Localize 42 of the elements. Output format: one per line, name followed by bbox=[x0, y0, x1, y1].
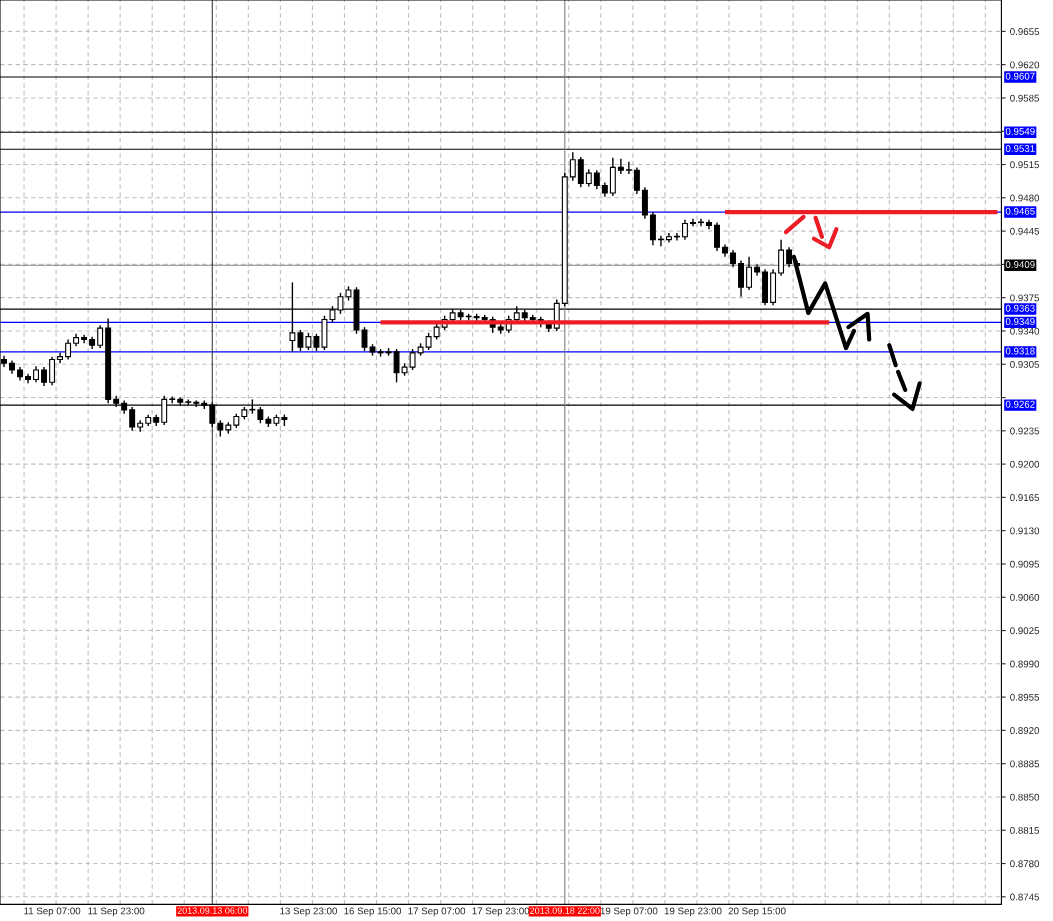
y-tick-label: 0.9165 bbox=[1010, 494, 1040, 501]
y-tick-label: 0.8850 bbox=[1010, 793, 1040, 801]
y-tick-label: 0.9025 bbox=[1010, 627, 1040, 635]
y-tick-label: 0.8815 bbox=[1010, 826, 1040, 834]
y-tick-label: 0.8955 bbox=[1010, 693, 1040, 701]
x-tick-label: 17 Sep 07:00 bbox=[408, 907, 466, 917]
ref-line-label: 0.9549 bbox=[1005, 127, 1035, 135]
y-tick-label: 0.9445 bbox=[1010, 227, 1040, 235]
y-tick-label: 0.9340 bbox=[1010, 327, 1040, 335]
x-tick-label: 13 Sep 23:00 bbox=[280, 907, 337, 917]
x-tick-label: 20 Sep 15:00 bbox=[728, 907, 786, 917]
ref-line-label: 0.9531 bbox=[1005, 145, 1035, 152]
y-tick-label: 0.9200 bbox=[1010, 460, 1040, 468]
y-tick-label: 0.9585 bbox=[1010, 94, 1040, 102]
ref-line-label: 0.9607 bbox=[1005, 72, 1035, 80]
ref-line-label: 0.9318 bbox=[1005, 347, 1035, 355]
x-tick-label: 2013.09.18 22:00 bbox=[530, 907, 600, 914]
y-tick-label: 0.9095 bbox=[1010, 560, 1040, 568]
y-tick-label: 0.9130 bbox=[1010, 527, 1040, 535]
y-tick-label: 0.9620 bbox=[1010, 61, 1040, 69]
ref-line-label: 0.9349 bbox=[1005, 318, 1035, 326]
y-tick-label: 0.9235 bbox=[1010, 427, 1040, 435]
x-tick-label: 19 Sep 23:00 bbox=[664, 907, 722, 917]
y-tick-label: 0.9375 bbox=[1010, 294, 1040, 302]
y-tick-label: 0.8885 bbox=[1010, 760, 1040, 768]
x-tick-label: 11 Sep 07:00 bbox=[24, 907, 81, 917]
x-tick-label: 16 Sep 15:00 bbox=[344, 907, 402, 917]
y-tick-label: 0.8990 bbox=[1010, 660, 1040, 668]
ref-line-label: 0.9262 bbox=[1005, 400, 1035, 408]
y-tick-label: 0.8920 bbox=[1010, 727, 1040, 734]
y-tick-label: 0.8745 bbox=[1010, 893, 1040, 901]
y-tick-label: 0.8780 bbox=[1010, 860, 1040, 868]
ref-line-label: 0.9409 bbox=[1005, 261, 1035, 268]
x-tick-label: 11 Sep 23:00 bbox=[88, 907, 145, 917]
y-tick-label: 0.9060 bbox=[1010, 593, 1040, 601]
ref-line-label: 0.9363 bbox=[1005, 304, 1035, 312]
x-tick-label: 2013.09.13 06:00 bbox=[177, 907, 248, 914]
ref-line-label: 0.9465 bbox=[1005, 207, 1035, 215]
y-tick-label: 0.9305 bbox=[1010, 360, 1040, 368]
y-tick-label: 0.9515 bbox=[1010, 161, 1040, 169]
y-tick-label: 0.9480 bbox=[1010, 194, 1040, 202]
y-tick-label: 0.9655 bbox=[1010, 28, 1040, 35]
